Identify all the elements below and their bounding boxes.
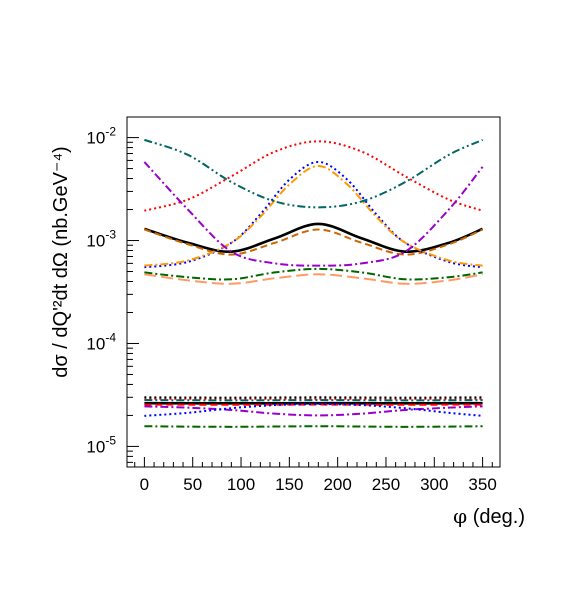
series-line-8 <box>144 267 483 281</box>
plot-frame <box>126 116 501 468</box>
series-line-2 <box>144 228 484 256</box>
y-tick-label: 10-5 <box>86 433 116 456</box>
series-line-17 <box>144 425 483 428</box>
series-line-9 <box>144 273 483 285</box>
x-tick-label: 250 <box>372 475 400 494</box>
y-tick-label: 10-4 <box>86 330 116 353</box>
y-tick-label: 10-2 <box>86 125 116 148</box>
series-line-15 <box>144 405 483 417</box>
series-line-3 <box>144 140 483 212</box>
series-line-6 <box>144 138 484 209</box>
x-tick-label: 50 <box>183 475 202 494</box>
series-group <box>143 138 484 428</box>
x-tick-label: 200 <box>323 475 351 494</box>
series-line-16 <box>144 403 483 417</box>
series-line-1 <box>143 222 484 253</box>
y-tick-label: 10-3 <box>86 228 116 251</box>
series-line-4 <box>144 160 483 269</box>
x-tick-label: 0 <box>140 475 149 494</box>
y-axis: 10-5 10-4 10-3 10-2 <box>86 125 139 463</box>
x-tick-label: 300 <box>420 475 448 494</box>
x-axis-title: φ (deg.) <box>453 504 525 528</box>
x-tick-label: 150 <box>275 475 303 494</box>
series-line-5 <box>144 164 483 267</box>
x-tick-label: 350 <box>468 475 496 494</box>
x-tick-label: 100 <box>227 475 255 494</box>
plot-area <box>126 116 501 468</box>
x-axis: 0 50 100 150 200 250 300 350 <box>134 457 497 494</box>
y-axis-title: dσ / dQ'²dt dΩ (nb.GeV⁻⁴) <box>50 146 72 377</box>
series-line-7 <box>143 161 484 267</box>
